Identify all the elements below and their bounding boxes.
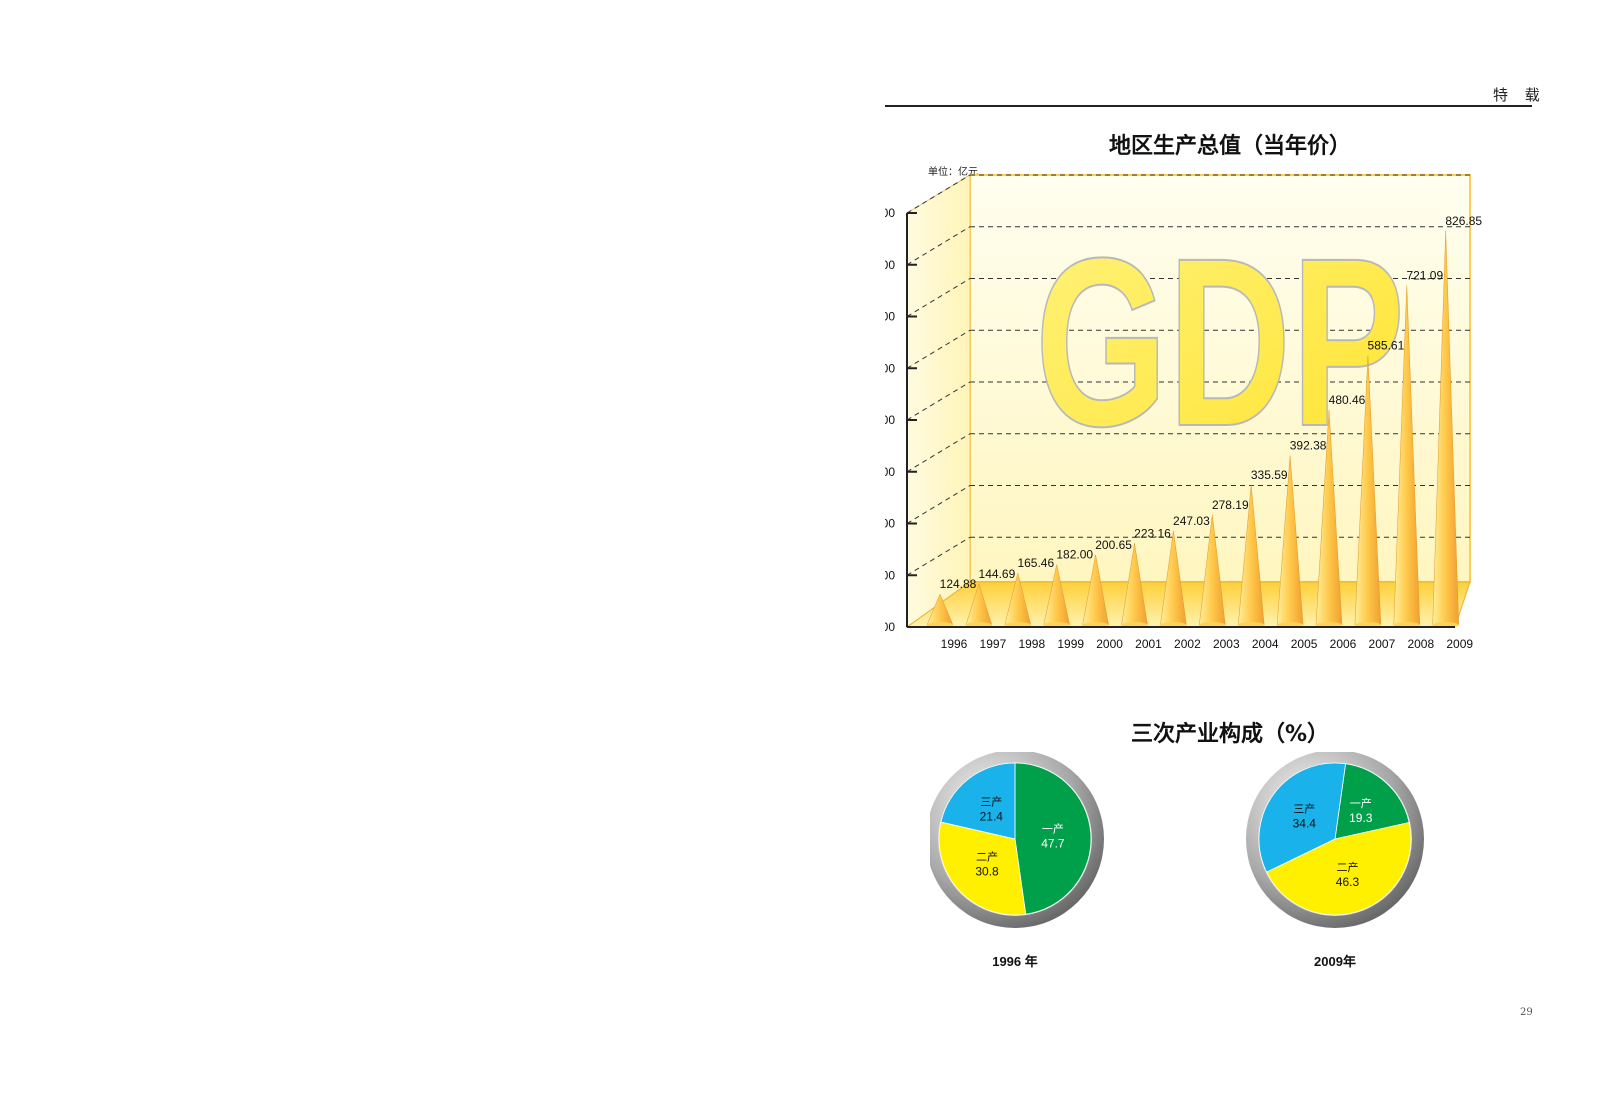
x-tick-label: 1999	[1057, 637, 1084, 651]
data-label: 826.85	[1445, 214, 1482, 228]
y-tick-label: 600	[885, 361, 895, 375]
pie-slice-value: 47.7	[1041, 836, 1065, 850]
pie-slice-name: 一产	[1350, 796, 1372, 810]
pie-slice	[1266, 822, 1412, 916]
gdp-unit-label: 单位：亿元	[928, 167, 978, 178]
data-label: 721.09	[1406, 269, 1443, 283]
data-label: 480.46	[1329, 393, 1366, 407]
data-label: 200.65	[1095, 538, 1132, 552]
pie-slice-name: 一产	[1042, 821, 1064, 835]
grid-line-diagonal	[906, 433, 971, 473]
x-tick-label: 2002	[1174, 637, 1201, 651]
y-tick-label: 400	[885, 465, 895, 479]
grid-line-diagonal	[906, 536, 971, 576]
pie-slice	[1334, 763, 1410, 840]
grid-lines	[906, 174, 1470, 628]
x-tick-label: 2004	[1252, 637, 1279, 651]
data-label: 585.61	[1368, 339, 1405, 353]
cone-bars	[926, 230, 1459, 628]
x-tick-label: 2007	[1369, 637, 1396, 651]
y-tick-label: 300	[885, 517, 895, 531]
x-tick-label: 2005	[1291, 637, 1318, 651]
x-tick-label: 2001	[1135, 637, 1162, 651]
pie-slice-name: 三产	[980, 794, 1002, 808]
y-tick-label: 900	[885, 206, 895, 220]
pie-slice	[938, 821, 1027, 916]
data-labels: 124.88144.69165.46182.00200.65223.16247.…	[940, 214, 1483, 591]
section-header: 特 载	[1493, 86, 1546, 104]
pie-slice-name: 二产	[1336, 860, 1358, 874]
x-tick-labels: 1996 1997 1998 1999 2000 2001 2002 2003 2004 2005…	[941, 637, 1474, 651]
data-label: 335.59	[1251, 468, 1288, 482]
pie-slice	[940, 762, 1016, 840]
grid-line-diagonal	[906, 278, 971, 317]
pie-slice-value: 30.8	[975, 865, 999, 879]
grid-line-diagonal	[906, 174, 971, 214]
data-label: 182.00	[1056, 548, 1093, 562]
header-rule	[885, 105, 1532, 107]
data-label: 124.88	[940, 577, 977, 591]
pie-slice-name: 三产	[1293, 802, 1315, 816]
pie-year-label: 1996 年	[992, 954, 1038, 969]
data-label: 392.38	[1290, 439, 1327, 453]
y-tick-label: 700	[885, 310, 895, 324]
data-label: 223.16	[1134, 526, 1171, 540]
grid-line-diagonal	[906, 329, 971, 369]
y-tick-label: 500	[885, 413, 895, 427]
gdp-watermark: GDP	[1035, 208, 1405, 476]
pie-slice	[1014, 762, 1092, 915]
pie-slice-name: 二产	[976, 850, 998, 864]
grid-line-diagonal	[906, 226, 971, 266]
x-tick-label: 1996	[941, 637, 968, 651]
x-tick-label: 2006	[1330, 637, 1357, 651]
pie-slice-value: 34.4	[1293, 817, 1317, 831]
floor	[905, 581, 1471, 628]
pie-slice-value: 46.3	[1336, 875, 1360, 889]
x-tick-label: 2000	[1096, 637, 1123, 651]
gdp-chart-title: 地区生产总值（当年价）	[1108, 134, 1351, 159]
x-tick-label: 2008	[1407, 637, 1434, 651]
grid-line-diagonal	[906, 381, 971, 421]
data-label: 278.19	[1212, 498, 1249, 512]
y-tick-label: 100	[885, 620, 895, 634]
page-number: 29	[1520, 1007, 1533, 1018]
grid-line-diagonal	[906, 485, 971, 524]
x-tick-label: 2009	[1446, 637, 1473, 651]
y-tick-label: 800	[885, 258, 895, 272]
pie-slice-value: 19.3	[1349, 811, 1373, 825]
x-tick-label: 1997	[980, 637, 1007, 651]
y-tick-label: 200	[885, 568, 895, 582]
pie-chart-title: 三次产业构成（%）	[1130, 722, 1330, 747]
y-tick-labels: 100 200 300 400 500 600 700 800 900	[885, 206, 895, 634]
pie-year-label: 2009年	[1314, 954, 1356, 969]
gdp-chart: GDP 100 200 300 400 500 600 700 800 900 1996 1997…	[885, 174, 1483, 651]
data-label: 247.03	[1173, 514, 1210, 528]
data-label: 165.46	[1017, 556, 1054, 570]
pie-slice-value: 21.4	[980, 809, 1004, 823]
x-tick-label: 1998	[1018, 637, 1045, 651]
data-label: 144.69	[979, 567, 1016, 581]
x-tick-label: 2003	[1213, 637, 1240, 651]
axes	[906, 213, 1455, 628]
pie-slice	[1258, 762, 1347, 873]
